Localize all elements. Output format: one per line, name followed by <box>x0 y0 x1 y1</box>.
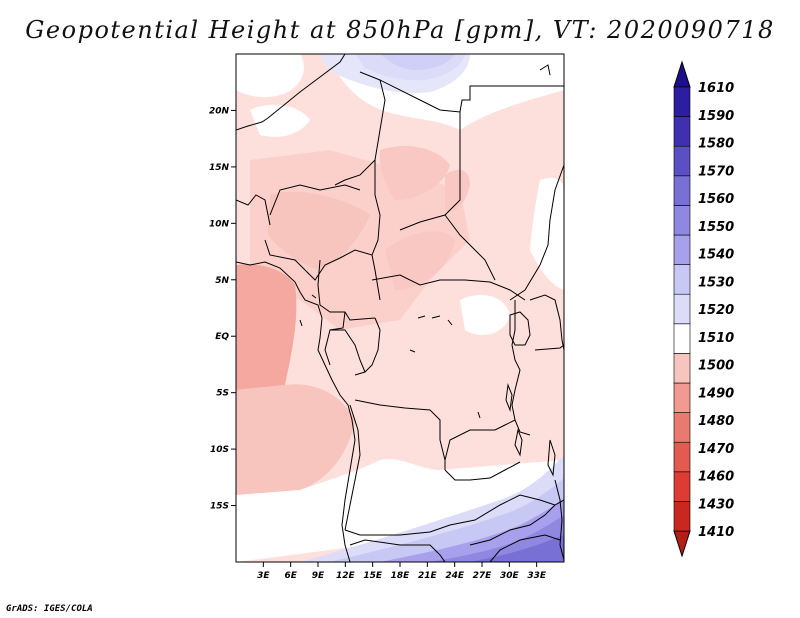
x-tick-label: 24E <box>445 571 465 581</box>
y-tick-label: 15N <box>209 163 230 173</box>
colorbar-label: 1500 <box>698 359 734 374</box>
height-field <box>236 54 564 562</box>
colorbar-label: 1570 <box>698 164 734 179</box>
colorbar-swatch <box>673 175 691 206</box>
y-tick-label: 5N <box>215 276 229 286</box>
map-panel: 3E 6E 9E 12E 15E 18E 21E 24E 27E 30E 33E 20N 15N 10N… <box>209 53 565 581</box>
colorbar-swatch <box>673 441 691 473</box>
colorbar-label: 1460 <box>698 470 734 485</box>
colorbar-label: 1540 <box>698 248 734 263</box>
colorbar-label: 1480 <box>698 414 734 429</box>
colorbar-swatch <box>673 116 691 147</box>
y-tick-label: 5S <box>216 389 229 399</box>
x-tick-label: 33E <box>527 571 547 581</box>
colorbar-label: 1590 <box>698 109 734 124</box>
x-tick-label: 30E <box>500 571 520 581</box>
x-axis: 3E 6E 9E 12E 15E 18E 21E 24E 27E 30E 33E <box>257 562 547 581</box>
colorbar: 1410 1430 1460 1470 1480 1490 1500 1510 1520 1530… <box>673 60 734 558</box>
colorbar-swatch <box>673 501 691 532</box>
y-axis: 20N 15N 10N 5N EQ 5S 10S 15S <box>209 106 236 512</box>
colorbar-label: 1520 <box>698 303 734 318</box>
colorbar-label: 1550 <box>698 220 734 235</box>
colorbar-label: 1410 <box>698 525 734 540</box>
colorbar-label: 1470 <box>698 442 734 457</box>
colorbar-label: 1610 <box>698 81 734 96</box>
colorbar-swatch <box>673 323 691 354</box>
x-tick-label: 9E <box>312 571 325 581</box>
x-tick-label: 21E <box>418 571 438 581</box>
x-tick-label: 6E <box>284 571 297 581</box>
colorbar-top-triangle <box>673 60 691 88</box>
x-tick-label: 3E <box>257 571 270 581</box>
colorbar-swatch <box>673 145 691 177</box>
y-tick-label: 10N <box>209 219 230 229</box>
colorbar-swatch <box>673 293 691 325</box>
colorbar-bottom-triangle <box>673 530 691 558</box>
map-title: Geopotential Height at 850hPa [gpm], VT:… <box>25 16 775 44</box>
colorbar-swatch <box>673 353 691 384</box>
y-tick-label: EQ <box>215 332 229 342</box>
x-tick-label: 12E <box>336 571 356 581</box>
x-tick-label: 15E <box>363 571 383 581</box>
colorbar-label: 1490 <box>698 386 734 401</box>
colorbar-swatch <box>673 205 691 236</box>
x-tick-label: 18E <box>391 571 411 581</box>
colorbar-swatch <box>673 382 691 413</box>
y-tick-label: 15S <box>210 502 229 512</box>
colorbar-swatch <box>673 234 691 265</box>
y-tick-label: 10S <box>210 445 229 455</box>
colorbar-swatch <box>673 471 691 502</box>
colorbar-swatch <box>673 264 691 295</box>
x-tick-label: 27E <box>473 571 493 581</box>
colorbar-label: 1560 <box>698 192 734 207</box>
colorbar-label: 1510 <box>698 331 734 346</box>
colorbar-label: 1580 <box>698 137 734 152</box>
y-tick-label: 20N <box>209 106 230 116</box>
colorbar-label: 1430 <box>698 497 734 512</box>
colorbar-label: 1530 <box>698 275 734 290</box>
country-borders <box>236 54 564 562</box>
grads-credit: GrADS: IGES/COLA <box>6 604 93 614</box>
colorbar-swatch <box>673 412 691 443</box>
colorbar-swatch <box>673 86 691 117</box>
